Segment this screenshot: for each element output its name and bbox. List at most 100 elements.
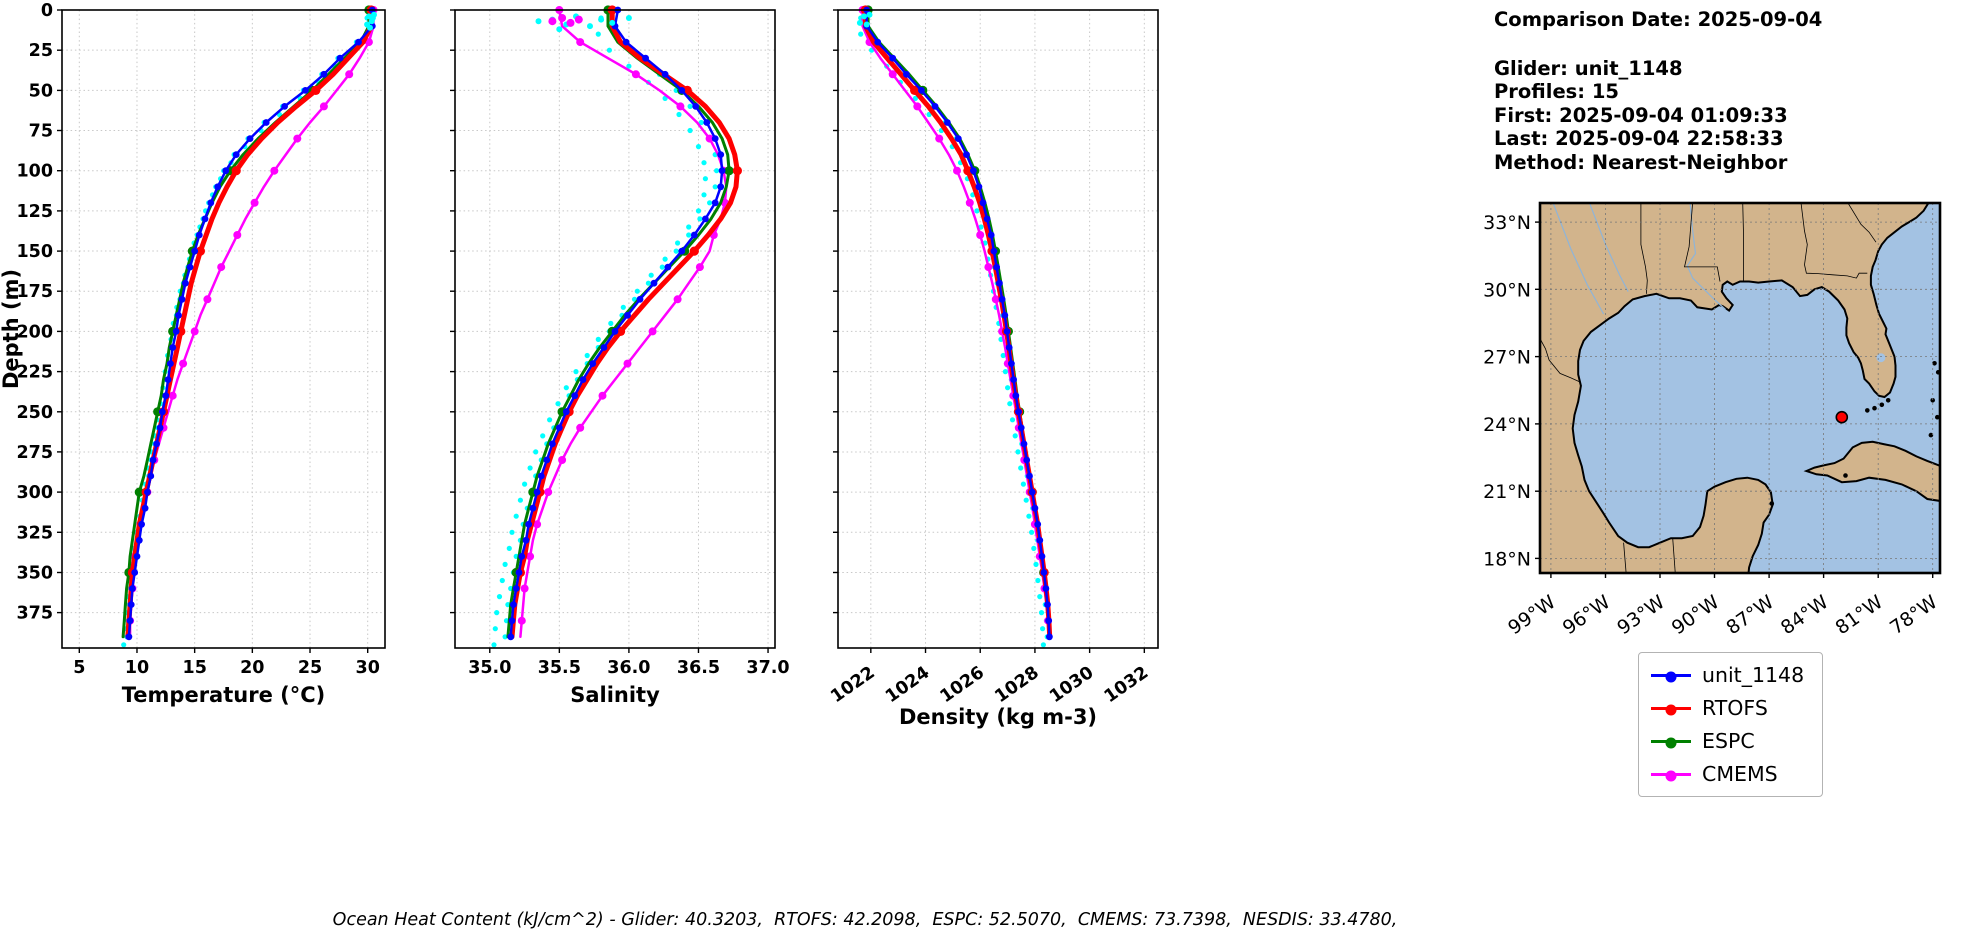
method-text: Method: Nearest-Neighbor [1494, 150, 1788, 174]
map-graticule [1540, 203, 1940, 573]
state-border-line [1683, 203, 1721, 282]
island-dot [1769, 501, 1775, 506]
profiles-count-text: Profiles: 15 [1494, 80, 1619, 103]
y-tick-label: 300 [16, 483, 53, 503]
x-axis-label: Density (kg m-3) [899, 705, 1097, 729]
x-tick-label: 5 [73, 658, 85, 678]
axes-frame [454, 9, 776, 649]
legend-line-marker-icon [1651, 704, 1691, 715]
river-line [1686, 203, 1726, 310]
legend-entry-unit-1148: unit_1148 [1651, 663, 1804, 687]
map-lon-label: 93°W [1613, 591, 1669, 639]
x-tick-label: 30 [356, 658, 380, 678]
state-border-line [1847, 203, 1877, 243]
y-tick-label: 50 [29, 81, 53, 101]
legend-dot-icon [1665, 770, 1677, 781]
last-profile-time-text: Last: 2025-09-04 22:58:33 [1494, 127, 1784, 150]
y-tick-label: 375 [16, 604, 53, 624]
legend-entry-rtofs: RTOFS [1651, 696, 1804, 720]
x-axis-label: Temperature (°C) [122, 683, 325, 707]
island-dot [1843, 473, 1848, 478]
legend-dot-icon [1665, 704, 1677, 715]
x-tick-label: 1026 [937, 663, 988, 707]
legend-entry-espc: ESPC [1651, 729, 1804, 753]
temperature-profile-chart: 5 10 15 20 25 3002550751001251501752002252502… [0, 1, 386, 707]
y-tick-label: 25 [29, 41, 53, 61]
x-tick-label: 35.0 [468, 658, 511, 678]
legend-line-marker-icon [1651, 671, 1691, 682]
y-tick-label: 100 [16, 162, 53, 182]
y-tick-label: 0 [41, 1, 53, 21]
legend-label: CMEMS [1702, 762, 1778, 786]
espc-series [121, 5, 374, 639]
rtofs-series [860, 5, 1053, 640]
y-tick-label: 75 [29, 122, 53, 142]
island-dot [1928, 432, 1934, 438]
island-dot [1865, 408, 1870, 413]
x-tick-label: 35.5 [538, 658, 581, 678]
y-tick-label: 150 [16, 242, 53, 262]
lake-okeechobee [1876, 353, 1886, 363]
unit-1148-series [863, 6, 1053, 641]
legend-line-marker-icon [1651, 770, 1691, 781]
cuba-landmass [1803, 440, 1940, 502]
x-tick-label: 10 [125, 658, 149, 678]
map-lat-label: 27°N [1483, 347, 1531, 369]
info-spacer [1494, 32, 1822, 57]
map-lat-label: 21°N [1483, 481, 1531, 503]
glider-raw-scatter [121, 7, 373, 648]
state-border-line [1800, 203, 1868, 279]
legend-label: ESPC [1702, 729, 1755, 753]
x-axis-label: Salinity [570, 683, 660, 707]
glider-position-marker [1835, 410, 1849, 424]
y-tick-label: 275 [16, 443, 53, 463]
axes-frame [61, 9, 386, 649]
glider-name-text: Glider: unit_1148 [1494, 56, 1683, 80]
x-tick-label: 20 [240, 658, 264, 678]
island-dot [1885, 398, 1891, 403]
state-border-line [1640, 203, 1648, 294]
y-tick-label: 325 [16, 523, 53, 543]
state-border-line [1742, 203, 1745, 282]
state-border-line [1623, 542, 1627, 573]
comparison-date-text: Comparison Date: 2025-09-04 [1494, 8, 1823, 31]
map-lat-label: 18°N [1483, 548, 1531, 570]
unit-1148-series [507, 6, 726, 641]
legend-entry-cmems: CMEMS [1651, 762, 1804, 786]
series-layer [121, 5, 378, 648]
island-dot [1930, 398, 1935, 403]
x-tick-label: 25 [298, 658, 322, 678]
island-dot [1872, 405, 1877, 411]
legend-box: unit_1148 RTOFS ESPC CMEMS [1638, 652, 1824, 797]
map-lat-label: 30°N [1483, 279, 1531, 301]
cmems-series [858, 6, 1053, 639]
surface-scatter [856, 11, 873, 28]
glider-raw-scatter [858, 7, 1050, 648]
axes-frame [837, 9, 1159, 649]
map-lon-label: 96°W [1559, 591, 1615, 639]
rtofs-series [125, 5, 376, 640]
map-lon-label: 90°W [1668, 591, 1724, 639]
x-tick-label: 37.0 [746, 658, 789, 678]
legend-dot-icon [1665, 671, 1677, 682]
salinity-profile-chart: 35.0 35.5 36.0 36.5 37.0 Salinity [450, 5, 790, 707]
x-tick-label: 36.5 [677, 658, 720, 678]
map-lon-label: 84°W [1777, 591, 1833, 639]
y-axis-label: Depth (m) [0, 269, 23, 389]
rtofs-series [509, 5, 743, 640]
legend-dot-icon [1665, 737, 1677, 748]
surface-scatter [548, 14, 583, 27]
legend-line-marker-icon [1651, 737, 1691, 748]
map-frame [1538, 201, 1942, 575]
river-line [1588, 203, 1629, 292]
series-layer [856, 5, 1053, 648]
y-tick-label: 175 [16, 282, 53, 302]
x-tick-label: 1030 [1046, 663, 1097, 707]
map-svg: 33°N 30°N 27°N 24°N 21°N 18°N 99°W 96°W93°W90°W… [1483, 201, 1942, 639]
info-panel: Comparison Date: 2025-09-04 Glider: unit… [1494, 8, 1822, 174]
unit-1148-series [125, 6, 376, 641]
x-tick-label: 1022 [827, 663, 878, 707]
map-lat-label: 24°N [1483, 414, 1531, 436]
river-line [1552, 203, 1605, 315]
